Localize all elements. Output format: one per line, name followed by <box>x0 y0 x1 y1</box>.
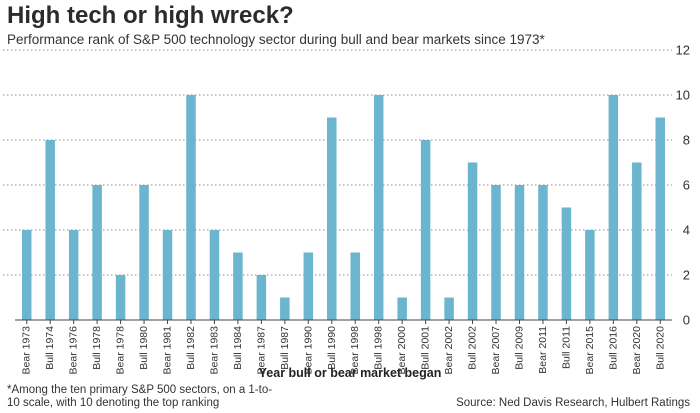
bar <box>139 185 149 320</box>
y-tick-label: 12 <box>676 43 690 58</box>
bar <box>209 230 220 320</box>
bar <box>585 230 595 320</box>
x-tick-label: Bear 1983 <box>208 326 220 375</box>
bar <box>467 162 478 320</box>
bar <box>608 95 619 320</box>
x-tick-label: Bull 2020 <box>654 326 666 370</box>
x-tick-label: Bear 2011 <box>537 326 549 374</box>
bar <box>655 117 666 320</box>
x-tick-label: Bear 1973 <box>21 326 33 375</box>
x-tick-label: Bear 1998 <box>349 326 361 375</box>
y-tick-label: 6 <box>683 178 690 193</box>
x-tick-label: Bear 2002 <box>443 326 455 375</box>
x-tick-label: Bear 1990 <box>302 326 314 375</box>
x-tick-label: Bear 2020 <box>631 326 643 375</box>
x-tick-label: Bull 2002 <box>467 326 479 370</box>
bar <box>233 252 243 320</box>
x-tick-label: Bull 1990 <box>326 326 338 370</box>
chart-title: High tech or high wreck? <box>7 2 294 29</box>
bar <box>444 297 454 320</box>
x-tick-label: Bear 1976 <box>68 326 80 375</box>
bar <box>397 297 407 320</box>
x-tick-label: Bull 1984 <box>232 326 244 370</box>
gridlines <box>3 49 672 276</box>
bar <box>68 230 79 320</box>
bar <box>514 185 525 320</box>
x-tick-label: Bull 1974 <box>44 326 56 370</box>
x-tick-label: Bull 1980 <box>138 326 150 370</box>
x-tick-label: Bear 2000 <box>396 326 408 375</box>
y-tick-label: 0 <box>683 313 690 328</box>
bar <box>115 275 126 320</box>
bar <box>420 140 431 320</box>
footnote: *Among the ten primary S&P 500 sectors, … <box>7 384 273 409</box>
bar <box>162 230 173 320</box>
x-tick-label: Bull 1982 <box>185 326 197 370</box>
x-tick-label: Bear 2015 <box>584 326 596 375</box>
bar <box>632 162 642 320</box>
bar <box>92 185 102 320</box>
bar <box>491 185 501 320</box>
bar <box>21 230 32 320</box>
x-tick-label: Bull 2016 <box>607 326 619 370</box>
y-tick-label: 4 <box>683 223 690 238</box>
x-tick-label: Bull 2001 <box>420 326 432 370</box>
bar <box>280 297 290 320</box>
y-axis-ticks: 0 2 4 6 8 10 12 <box>676 43 690 328</box>
bar <box>186 95 196 320</box>
y-tick-label: 2 <box>683 268 690 283</box>
bar <box>256 275 267 320</box>
x-tick-label: Bull 1987 <box>279 326 291 370</box>
bar <box>538 185 548 320</box>
x-tick-label: Bear 1987 <box>255 326 267 375</box>
x-tick-label: Bear 1978 <box>115 326 127 375</box>
x-tick-label: Bear 1981 <box>162 326 174 375</box>
bars <box>21 95 666 320</box>
bar <box>350 252 360 320</box>
bar <box>45 140 55 320</box>
x-tick-label: Bull 2009 <box>513 326 525 370</box>
y-tick-label: 10 <box>676 88 690 103</box>
y-tick-label: 8 <box>683 133 690 148</box>
x-tick-label: Bull 1978 <box>91 326 103 370</box>
x-tick-label: Bull 1998 <box>373 326 385 370</box>
chart-subtitle: Performance rank of S&P 500 technology s… <box>7 32 545 47</box>
x-axis-ticks: Bear 1973 Bull 1974 Bear 1976 Bull 1978 Bear… <box>21 320 666 375</box>
x-axis-label: Year bull or bear market began <box>259 366 442 380</box>
bar <box>327 117 337 320</box>
bar <box>373 95 384 320</box>
bar <box>303 252 314 320</box>
x-tick-label: Bear 2007 <box>490 326 502 375</box>
source-note: Source: Ned Davis Research, Hulbert Rati… <box>456 397 690 409</box>
bar <box>561 207 572 320</box>
x-tick-label: Bull 2011 <box>560 326 572 369</box>
